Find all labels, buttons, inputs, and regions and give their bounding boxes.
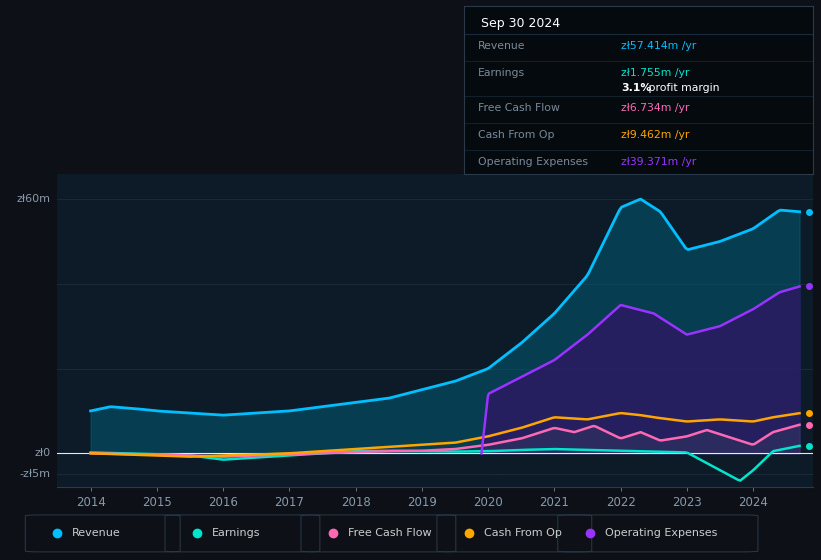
Text: profit margin: profit margin <box>645 83 720 93</box>
Text: Revenue: Revenue <box>72 529 121 538</box>
Text: zł1.755m /yr: zł1.755m /yr <box>621 68 690 78</box>
Text: Operating Expenses: Operating Expenses <box>478 157 588 167</box>
Text: Earnings: Earnings <box>212 529 260 538</box>
Text: Operating Expenses: Operating Expenses <box>604 529 717 538</box>
Text: Sep 30 2024: Sep 30 2024 <box>481 17 561 30</box>
Text: Revenue: Revenue <box>478 41 525 51</box>
Text: zł6.734m /yr: zł6.734m /yr <box>621 103 690 113</box>
Text: Free Cash Flow: Free Cash Flow <box>348 529 431 538</box>
Text: zł57.414m /yr: zł57.414m /yr <box>621 41 696 51</box>
Text: Cash From Op: Cash From Op <box>484 529 562 538</box>
Text: Cash From Op: Cash From Op <box>478 130 554 140</box>
Text: zł39.371m /yr: zł39.371m /yr <box>621 157 696 167</box>
Text: Free Cash Flow: Free Cash Flow <box>478 103 560 113</box>
Text: 3.1%: 3.1% <box>621 83 651 93</box>
Text: zł60m: zł60m <box>17 194 51 204</box>
Text: -zł5m: -zł5m <box>20 469 51 479</box>
Text: Earnings: Earnings <box>478 68 525 78</box>
Text: zł9.462m /yr: zł9.462m /yr <box>621 130 690 140</box>
Text: zł0: zł0 <box>34 449 51 458</box>
